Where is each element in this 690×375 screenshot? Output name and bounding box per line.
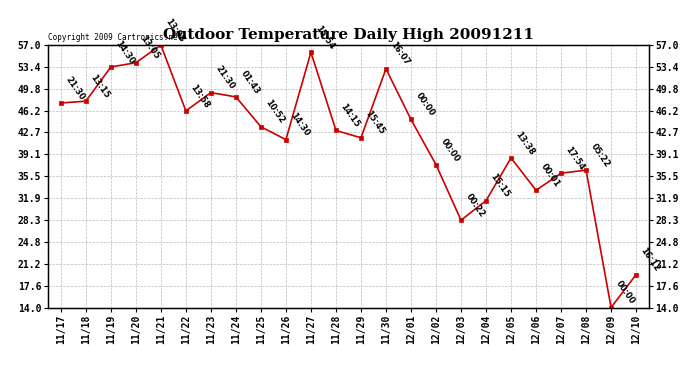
Text: 15:45: 15:45 (364, 109, 386, 136)
Text: 21:30: 21:30 (63, 75, 86, 102)
Text: 14:15: 14:15 (339, 102, 362, 129)
Text: 13:38: 13:38 (514, 130, 536, 156)
Text: 14:30: 14:30 (114, 39, 136, 66)
Text: 15:54: 15:54 (314, 24, 337, 51)
Text: 14:30: 14:30 (288, 111, 311, 138)
Text: 13:05: 13:05 (139, 34, 161, 62)
Text: 00:00: 00:00 (414, 92, 436, 118)
Text: 21:30: 21:30 (214, 64, 236, 91)
Text: 15:15: 15:15 (489, 172, 511, 199)
Text: 17:54: 17:54 (564, 145, 586, 172)
Title: Outdoor Temperature Daily High 20091211: Outdoor Temperature Daily High 20091211 (163, 28, 534, 42)
Text: 05:22: 05:22 (589, 142, 611, 169)
Text: 13:15: 13:15 (88, 73, 111, 100)
Text: Copyright 2009 Cartronics.net: Copyright 2009 Cartronics.net (48, 33, 182, 42)
Text: 01:43: 01:43 (239, 69, 262, 96)
Text: 00:00: 00:00 (614, 279, 636, 306)
Text: 00:22: 00:22 (464, 192, 486, 219)
Text: 00:00: 00:00 (439, 136, 462, 163)
Text: 13:08: 13:08 (164, 17, 186, 44)
Text: 13:58: 13:58 (188, 82, 211, 110)
Text: 16:07: 16:07 (388, 40, 411, 68)
Text: 10:52: 10:52 (264, 98, 286, 125)
Text: 00:01: 00:01 (539, 162, 562, 189)
Text: 16:12: 16:12 (639, 246, 662, 273)
